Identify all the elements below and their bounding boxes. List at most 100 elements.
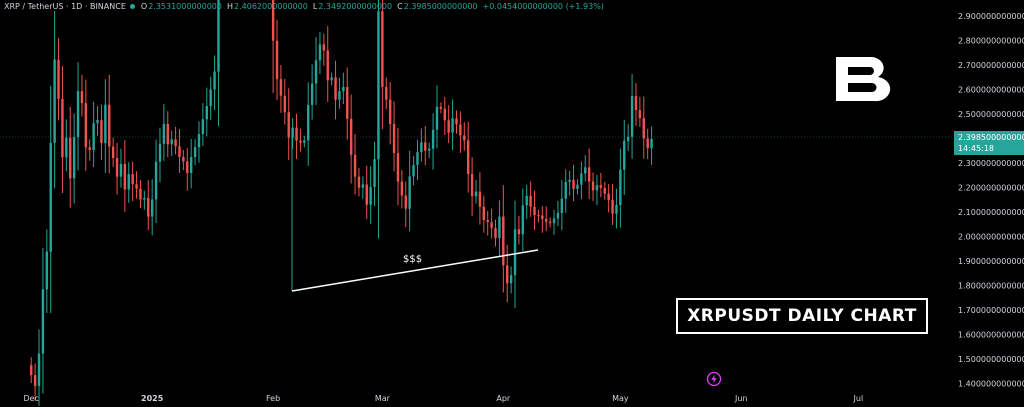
candle[interactable] <box>162 123 166 144</box>
candle[interactable] <box>57 59 60 99</box>
candle[interactable] <box>498 216 501 239</box>
candle[interactable] <box>564 182 567 199</box>
candle[interactable] <box>53 59 56 143</box>
candle[interactable] <box>193 147 197 158</box>
candle[interactable] <box>385 86 388 100</box>
candle[interactable] <box>572 179 575 189</box>
candle[interactable] <box>369 186 372 205</box>
candle[interactable] <box>61 98 64 158</box>
candle[interactable] <box>603 187 606 194</box>
candle[interactable] <box>158 143 162 162</box>
candle[interactable] <box>634 96 638 111</box>
candle[interactable] <box>135 184 138 189</box>
candle[interactable] <box>310 83 314 105</box>
candle[interactable] <box>424 142 427 151</box>
candle[interactable] <box>392 123 396 154</box>
candle[interactable] <box>517 229 521 235</box>
candle[interactable] <box>275 40 279 80</box>
candle[interactable] <box>119 163 123 177</box>
candle[interactable] <box>502 216 505 266</box>
candle[interactable] <box>123 163 127 190</box>
candle[interactable] <box>65 137 68 158</box>
candle[interactable] <box>295 127 298 141</box>
candle[interactable] <box>291 127 294 138</box>
candle[interactable] <box>591 181 595 191</box>
candle[interactable] <box>630 96 634 137</box>
candle[interactable] <box>69 137 72 179</box>
candle[interactable] <box>377 11 380 160</box>
candle[interactable] <box>416 152 419 165</box>
candle[interactable] <box>447 120 450 133</box>
candle[interactable] <box>217 0 220 72</box>
candle[interactable] <box>357 176 361 188</box>
candle[interactable] <box>431 129 435 149</box>
candle[interactable] <box>147 197 150 217</box>
candle[interactable] <box>619 169 622 206</box>
candle[interactable] <box>189 157 193 173</box>
candle[interactable] <box>37 353 41 387</box>
candle[interactable] <box>521 205 525 235</box>
candle[interactable] <box>139 188 142 200</box>
candle[interactable] <box>131 174 134 185</box>
candle[interactable] <box>623 140 626 170</box>
candle[interactable] <box>104 104 107 144</box>
candle[interactable] <box>322 44 326 51</box>
candle[interactable] <box>576 184 579 189</box>
candle[interactable] <box>408 176 411 209</box>
candle[interactable] <box>373 159 376 187</box>
candle[interactable] <box>459 124 462 136</box>
candle[interactable] <box>443 108 446 121</box>
candle[interactable] <box>346 86 349 119</box>
candle[interactable] <box>283 95 287 113</box>
candle[interactable] <box>209 89 212 107</box>
symbol-label[interactable]: XRP / TetherUS · 1D · BINANCE <box>4 2 126 11</box>
candle[interactable] <box>170 139 173 145</box>
candle[interactable] <box>427 148 431 151</box>
candle[interactable] <box>303 140 306 143</box>
candle[interactable] <box>213 71 216 90</box>
candle[interactable] <box>72 137 76 179</box>
candle[interactable] <box>638 110 642 119</box>
candle[interactable] <box>552 218 556 224</box>
candle[interactable] <box>84 103 88 148</box>
candle[interactable] <box>201 119 205 135</box>
candle[interactable] <box>607 193 610 200</box>
candle[interactable] <box>326 50 329 81</box>
candle[interactable] <box>100 120 103 144</box>
candle[interactable] <box>205 106 208 120</box>
candle[interactable] <box>92 123 95 150</box>
candle[interactable] <box>381 11 384 87</box>
candle[interactable] <box>30 365 33 376</box>
candle[interactable] <box>150 199 154 217</box>
candle[interactable] <box>404 195 407 209</box>
candle[interactable] <box>580 173 583 185</box>
candle[interactable] <box>537 215 540 217</box>
candle[interactable] <box>178 146 181 158</box>
candle[interactable] <box>76 91 80 138</box>
candle[interactable] <box>525 195 528 206</box>
candle[interactable] <box>88 147 91 150</box>
candle[interactable] <box>455 118 458 125</box>
candle[interactable] <box>466 140 470 174</box>
candle[interactable] <box>478 191 482 207</box>
candle[interactable] <box>49 142 52 252</box>
candle[interactable] <box>584 167 587 174</box>
candle[interactable] <box>349 118 353 155</box>
candle[interactable] <box>548 221 552 224</box>
candle[interactable] <box>545 218 548 222</box>
candle[interactable] <box>494 227 497 239</box>
candle[interactable] <box>509 275 513 284</box>
candle[interactable] <box>361 184 365 188</box>
candle[interactable] <box>513 229 517 276</box>
candle[interactable] <box>650 138 653 149</box>
candle[interactable] <box>420 142 423 153</box>
candle[interactable] <box>342 86 345 92</box>
candle[interactable] <box>334 77 337 100</box>
candle[interactable] <box>330 77 333 81</box>
candle[interactable] <box>111 146 115 159</box>
lightning-icon[interactable] <box>706 371 722 387</box>
candle[interactable] <box>127 174 130 190</box>
candle[interactable] <box>287 112 290 138</box>
candle[interactable] <box>143 197 146 200</box>
